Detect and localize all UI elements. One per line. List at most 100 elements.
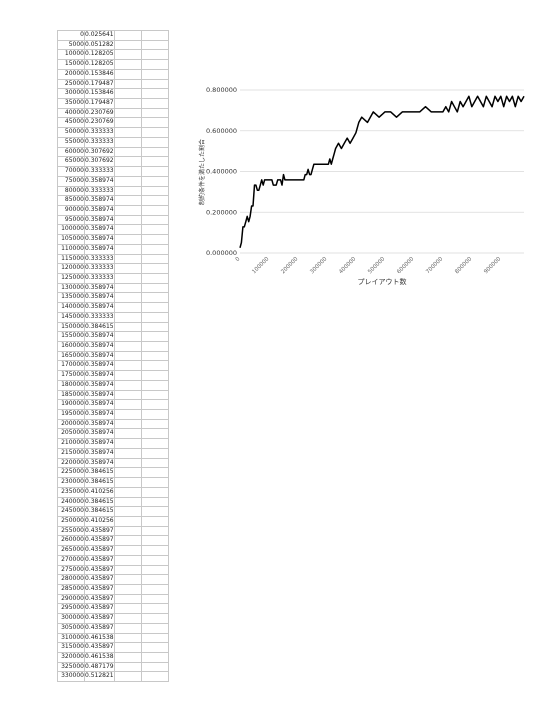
cell-ratio[interactable]: 0.333333	[85, 167, 115, 176]
cell-ratio[interactable]: 0.384615	[85, 322, 115, 332]
cell-empty[interactable]	[142, 507, 169, 516]
cell-empty[interactable]	[115, 31, 142, 40]
cell-empty[interactable]	[142, 458, 169, 468]
cell-playouts[interactable]: 130000	[57, 283, 85, 293]
cell-playouts[interactable]: 260000	[57, 536, 85, 546]
cell-empty[interactable]	[142, 371, 169, 380]
cell-playouts[interactable]: 115000	[57, 254, 85, 264]
cell-empty[interactable]	[115, 584, 142, 594]
cell-playouts[interactable]: 330000	[57, 672, 85, 682]
cell-empty[interactable]	[142, 478, 169, 487]
cell-empty[interactable]	[115, 478, 142, 487]
cell-ratio[interactable]: 0.179487	[85, 79, 115, 89]
cell-empty[interactable]	[142, 653, 169, 662]
cell-empty[interactable]	[142, 497, 169, 507]
cell-playouts[interactable]: 150000	[57, 322, 85, 332]
cell-empty[interactable]	[115, 575, 142, 584]
cell-empty[interactable]	[142, 468, 169, 478]
cell-ratio[interactable]: 0.435897	[85, 643, 115, 652]
cell-playouts[interactable]: 180000	[57, 380, 85, 390]
cell-playouts[interactable]: 285000	[57, 584, 85, 594]
cell-ratio[interactable]: 0.025641	[85, 31, 115, 40]
cell-ratio[interactable]: 0.128205	[85, 60, 115, 69]
cell-empty[interactable]	[142, 89, 169, 99]
cell-playouts[interactable]: 230000	[57, 478, 85, 487]
cell-playouts[interactable]: 210000	[57, 439, 85, 448]
cell-ratio[interactable]: 0.358974	[85, 419, 115, 429]
cell-empty[interactable]	[115, 264, 142, 273]
cell-empty[interactable]	[142, 487, 169, 497]
cell-ratio[interactable]: 0.435897	[85, 536, 115, 546]
cell-empty[interactable]	[115, 487, 142, 497]
cell-empty[interactable]	[115, 342, 142, 351]
cell-ratio[interactable]: 0.307692	[85, 147, 115, 157]
cell-ratio[interactable]: 0.435897	[85, 594, 115, 604]
cell-empty[interactable]	[142, 410, 169, 419]
cell-playouts[interactable]: 135000	[57, 293, 85, 303]
cell-playouts[interactable]: 20000	[57, 69, 85, 79]
cell-ratio[interactable]: 0.358974	[85, 205, 115, 215]
cell-empty[interactable]	[115, 128, 142, 137]
cell-empty[interactable]	[142, 79, 169, 89]
cell-empty[interactable]	[115, 99, 142, 108]
cell-playouts[interactable]: 70000	[57, 167, 85, 176]
cell-empty[interactable]	[142, 283, 169, 293]
cell-playouts[interactable]: 265000	[57, 546, 85, 555]
cell-ratio[interactable]: 0.435897	[85, 526, 115, 536]
cell-playouts[interactable]: 305000	[57, 623, 85, 633]
cell-ratio[interactable]: 0.358974	[85, 439, 115, 448]
cell-empty[interactable]	[115, 293, 142, 303]
cell-empty[interactable]	[115, 79, 142, 89]
cell-empty[interactable]	[142, 50, 169, 60]
cell-ratio[interactable]: 0.358974	[85, 410, 115, 419]
cell-empty[interactable]	[142, 390, 169, 400]
cell-empty[interactable]	[115, 380, 142, 390]
cell-playouts[interactable]: 40000	[57, 108, 85, 118]
cell-empty[interactable]	[115, 662, 142, 672]
cell-playouts[interactable]: 45000	[57, 118, 85, 128]
cell-playouts[interactable]: 160000	[57, 342, 85, 351]
cell-empty[interactable]	[142, 672, 169, 682]
cell-playouts[interactable]: 65000	[57, 157, 85, 167]
cell-empty[interactable]	[115, 69, 142, 79]
cell-ratio[interactable]: 0.179487	[85, 99, 115, 108]
cell-playouts[interactable]: 320000	[57, 653, 85, 662]
cell-ratio[interactable]: 0.358974	[85, 293, 115, 303]
cell-ratio[interactable]: 0.0512821	[85, 40, 115, 50]
cell-playouts[interactable]: 300000	[57, 614, 85, 623]
cell-ratio[interactable]: 0.435897	[85, 614, 115, 623]
cell-empty[interactable]	[115, 273, 142, 283]
cell-empty[interactable]	[142, 303, 169, 312]
cell-empty[interactable]	[115, 157, 142, 167]
cell-ratio[interactable]: 0.358974	[85, 458, 115, 468]
cell-empty[interactable]	[115, 176, 142, 186]
cell-ratio[interactable]: 0.435897	[85, 604, 115, 614]
cell-empty[interactable]	[115, 497, 142, 507]
cell-empty[interactable]	[142, 99, 169, 108]
cell-playouts[interactable]: 5000	[57, 40, 85, 50]
cell-empty[interactable]	[142, 31, 169, 40]
cell-playouts[interactable]: 0	[57, 31, 85, 40]
cell-playouts[interactable]: 15000	[57, 60, 85, 69]
cell-empty[interactable]	[142, 118, 169, 128]
cell-playouts[interactable]: 35000	[57, 99, 85, 108]
cell-playouts[interactable]: 55000	[57, 137, 85, 147]
cell-playouts[interactable]: 325000	[57, 662, 85, 672]
cell-empty[interactable]	[115, 516, 142, 526]
cell-playouts[interactable]: 255000	[57, 526, 85, 536]
cell-empty[interactable]	[142, 361, 169, 371]
cell-empty[interactable]	[115, 225, 142, 235]
cell-empty[interactable]	[115, 526, 142, 536]
cell-empty[interactable]	[115, 118, 142, 128]
cell-playouts[interactable]: 165000	[57, 351, 85, 361]
cell-empty[interactable]	[115, 303, 142, 312]
cell-ratio[interactable]: 0.461538	[85, 633, 115, 643]
cell-empty[interactable]	[115, 235, 142, 244]
cell-ratio[interactable]: 0.128205	[85, 50, 115, 60]
cell-empty[interactable]	[142, 516, 169, 526]
cell-empty[interactable]	[115, 205, 142, 215]
cell-ratio[interactable]: 0.461538	[85, 653, 115, 662]
cell-empty[interactable]	[115, 546, 142, 555]
cell-empty[interactable]	[142, 176, 169, 186]
cell-empty[interactable]	[115, 244, 142, 254]
